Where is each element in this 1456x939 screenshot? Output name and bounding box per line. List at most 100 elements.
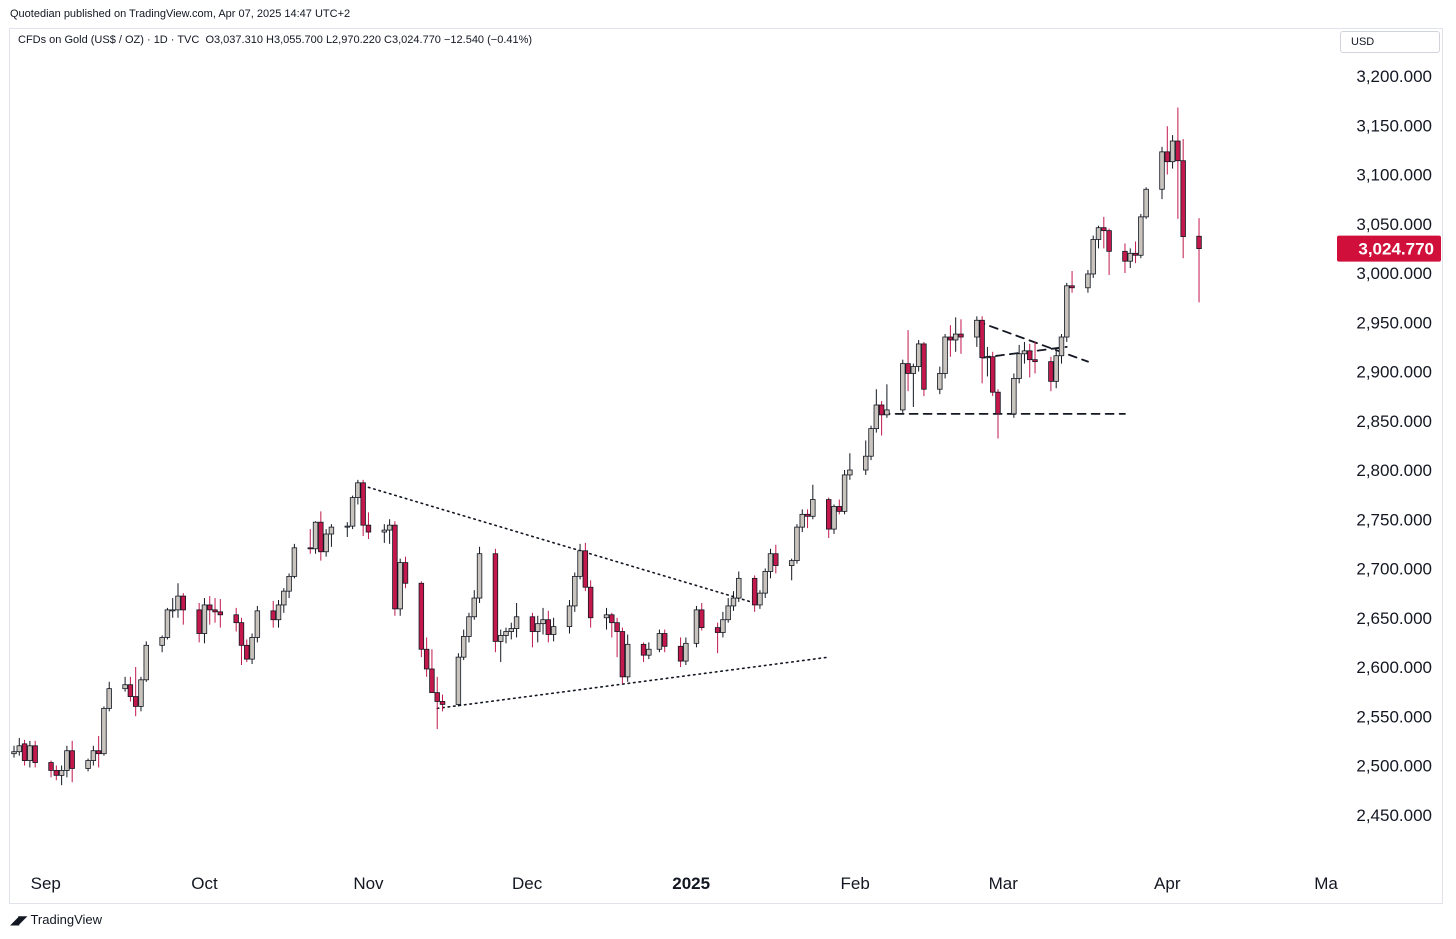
candle-body <box>58 770 65 776</box>
candle-body <box>312 521 319 550</box>
candle-body <box>27 745 33 761</box>
candle-body <box>757 592 763 606</box>
candle-body <box>143 644 149 681</box>
candle-body <box>386 524 393 531</box>
candle-body <box>423 648 430 670</box>
x-tick-label: Oct <box>191 874 218 893</box>
candle-body <box>836 506 842 512</box>
candle-body <box>106 688 112 709</box>
symbol-info[interactable]: CFDs on Gold (US$ / OZ) · 1D · TVC <box>18 34 200 46</box>
candle-body <box>529 616 536 632</box>
candle-body <box>566 605 573 628</box>
candle-body <box>1196 235 1202 250</box>
x-tick-label: Nov <box>353 874 384 893</box>
candle-body <box>714 627 721 633</box>
candle-body <box>910 366 917 374</box>
candle-body <box>249 637 255 660</box>
y-tick-label: 2,800.000 <box>1356 461 1432 480</box>
candle-body <box>1058 336 1065 357</box>
candle-body <box>535 623 541 632</box>
candle-body <box>841 474 848 512</box>
candle-body <box>21 743 28 761</box>
candle-body <box>1175 140 1181 162</box>
trend-line <box>975 320 1089 363</box>
candle-body <box>439 701 446 705</box>
candle-body <box>170 609 176 612</box>
candle-body <box>48 762 54 771</box>
candle-body <box>127 684 134 697</box>
candle-body <box>868 428 874 457</box>
candle-body <box>233 614 239 624</box>
candle-body <box>582 550 589 588</box>
candle-body <box>540 619 546 625</box>
candle-body <box>238 622 245 646</box>
y-tick-label: 2,950.000 <box>1356 313 1432 332</box>
candle-body <box>1132 252 1139 256</box>
candle-body <box>291 547 298 577</box>
candle-body <box>328 526 335 535</box>
candle-body <box>603 614 610 619</box>
candle-body <box>736 577 742 599</box>
candle-body <box>1064 285 1070 338</box>
candle-body <box>1021 350 1028 355</box>
candle-body <box>323 533 329 553</box>
chart-frame <box>9 28 1443 904</box>
candle-body <box>164 609 171 638</box>
candle-body <box>1016 353 1022 379</box>
candle-body <box>1069 285 1075 289</box>
candle-body <box>307 547 313 550</box>
y-tick-label: 2,650.000 <box>1356 609 1432 628</box>
y-tick-label: 2,850.000 <box>1356 412 1432 431</box>
candle-body <box>990 356 996 393</box>
candle-body <box>905 363 911 374</box>
candle-body <box>1053 355 1059 382</box>
candle-body <box>1095 227 1102 240</box>
footer-brand[interactable]: ◢◤ TradingView <box>10 912 102 927</box>
candle-body <box>53 770 60 776</box>
candle-body <box>244 644 250 660</box>
candle-body <box>503 631 509 636</box>
candle-body <box>572 575 578 607</box>
candle-body <box>794 526 800 562</box>
candle-body <box>1101 227 1107 232</box>
candle-body <box>656 633 663 650</box>
y-tick-label: 3,000.000 <box>1356 264 1432 283</box>
candle-body <box>1027 350 1033 361</box>
candle-body <box>434 692 440 702</box>
candle-body <box>677 645 684 662</box>
candle-body <box>730 597 737 607</box>
candle-body <box>1011 377 1017 415</box>
candle-body <box>344 525 350 528</box>
candle-body <box>392 524 398 610</box>
candle-body <box>466 616 472 637</box>
footer-brand-label: TradingView <box>30 912 103 927</box>
tradingview-logo-icon: ◢◤ <box>10 912 27 927</box>
candle-body <box>1032 359 1038 363</box>
candle-body <box>751 577 758 606</box>
candle-body <box>863 455 869 471</box>
candle-body <box>16 745 22 753</box>
candle-body <box>429 668 435 694</box>
candle-body <box>69 750 75 769</box>
candle-body <box>212 609 218 613</box>
candle-body <box>662 633 668 647</box>
candle-body <box>720 619 726 633</box>
candle-body <box>270 610 276 621</box>
currency-selector[interactable]: USD <box>1340 31 1440 53</box>
y-tick-label: 2,550.000 <box>1356 707 1432 726</box>
candle-body <box>693 609 700 644</box>
candle-body <box>762 571 768 594</box>
candle-body <box>355 482 361 498</box>
candle-body <box>826 499 832 530</box>
candle-body <box>132 696 139 707</box>
candle-body <box>360 482 366 526</box>
candle-body <box>1048 361 1054 382</box>
x-tick-label: Dec <box>512 874 543 893</box>
candle-body <box>85 760 91 769</box>
publisher-caption: Quotedian published on TradingView.com, … <box>10 8 351 20</box>
candle-body <box>101 707 107 755</box>
x-tick-label: Ma <box>1314 874 1338 893</box>
candle-body <box>646 648 652 656</box>
candle-body <box>207 604 213 611</box>
